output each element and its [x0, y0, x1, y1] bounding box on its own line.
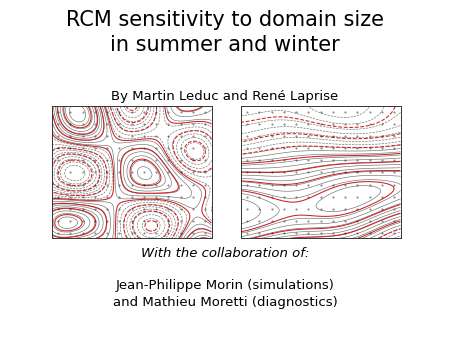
Text: RCM sensitivity to domain size
in summer and winter: RCM sensitivity to domain size in summer… [66, 10, 384, 55]
Text: By Martin Leduc and René Laprise: By Martin Leduc and René Laprise [112, 90, 338, 102]
Text: With the collaboration of:: With the collaboration of: [141, 247, 309, 260]
Text: Jean-Philippe Morin (simulations)
and Mathieu Moretti (diagnostics): Jean-Philippe Morin (simulations) and Ma… [112, 279, 338, 309]
